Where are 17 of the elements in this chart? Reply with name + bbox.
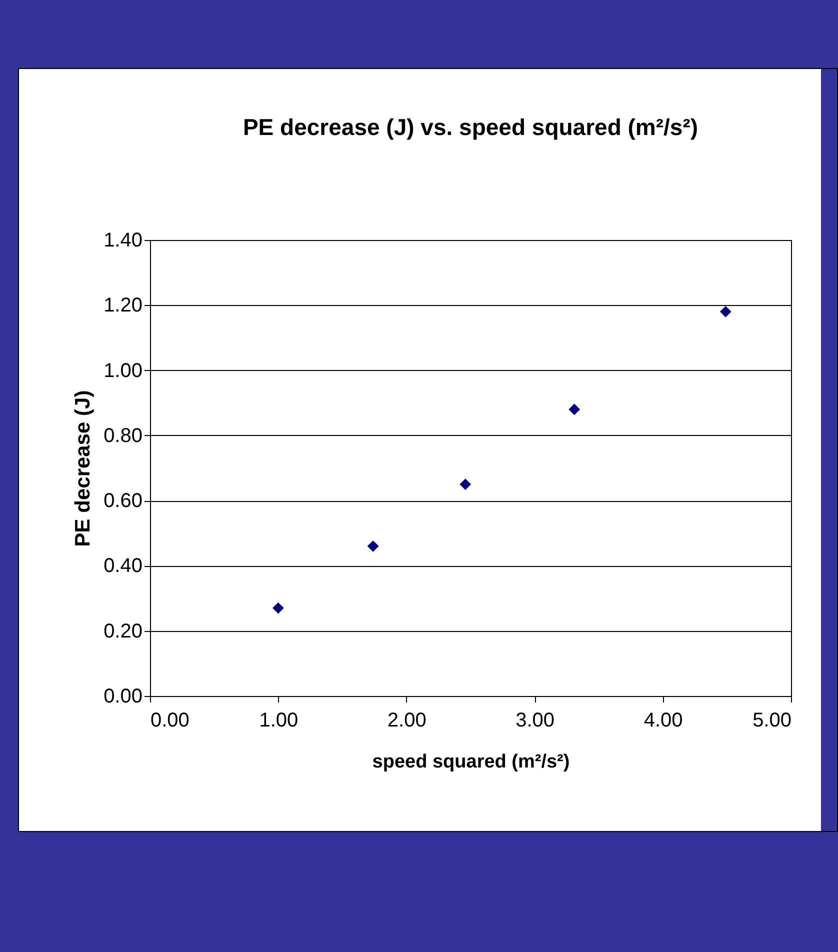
x-tick-label: 2.00 — [387, 710, 426, 732]
y-tick-label: 0.20 — [104, 620, 142, 642]
y-tick-label: 1.00 — [104, 360, 142, 382]
x-axis-title: speed squared (m²/s²) — [372, 752, 570, 772]
chart-title: PE decrease (J) vs. speed squared (m²/s²) — [242, 114, 698, 140]
y-tick-label: 0.60 — [104, 490, 142, 512]
x-tick-label: 3.00 — [516, 710, 555, 732]
y-tick-label: 1.40 — [104, 230, 142, 252]
x-tick-label: 5.00 — [752, 710, 792, 732]
x-tick-label: 0.00 — [150, 710, 190, 732]
y-tick-label: 0.40 — [104, 555, 142, 578]
y-axis-title: PE decrease (J) — [72, 390, 95, 547]
x-tick-label: 4.00 — [644, 710, 683, 732]
y-tick-label: 0.80 — [104, 424, 142, 447]
x-tick-label: 1.00 — [259, 710, 298, 732]
y-tick-label: 0.00 — [104, 686, 142, 708]
y-tick-label: 1.20 — [104, 294, 142, 317]
